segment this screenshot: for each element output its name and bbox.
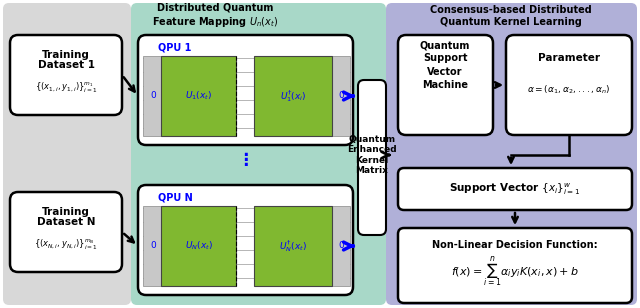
Text: $U_N^{\dagger}(x_t)$: $U_N^{\dagger}(x_t)$	[279, 238, 307, 254]
Text: $U_N(x_t)$: $U_N(x_t)$	[185, 240, 213, 252]
Text: $\{(x_{N,i}, y_{N,i})\}_{i=1}^{m_N}$: $\{(x_{N,i}, y_{N,i})\}_{i=1}^{m_N}$	[34, 238, 98, 252]
FancyBboxPatch shape	[138, 35, 353, 145]
Text: Quantum
Enhanced
Kernel
Matrix: Quantum Enhanced Kernel Matrix	[347, 135, 397, 175]
Text: Non-Linear Decision Function:: Non-Linear Decision Function:	[432, 240, 598, 250]
FancyBboxPatch shape	[398, 228, 632, 303]
Text: $\alpha = (\alpha_1, \alpha_2, ..., \alpha_n)$: $\alpha = (\alpha_1, \alpha_2, ..., \alp…	[527, 84, 611, 96]
Bar	[332, 56, 350, 136]
Text: Consensus-based Distributed
Quantum Kernel Learning: Consensus-based Distributed Quantum Kern…	[430, 5, 592, 27]
FancyBboxPatch shape	[138, 185, 353, 295]
Text: $U_1(x_t)$: $U_1(x_t)$	[186, 90, 212, 102]
Bar	[332, 206, 350, 286]
Text: 0: 0	[338, 241, 344, 250]
FancyBboxPatch shape	[506, 35, 632, 135]
Text: QPU 1: QPU 1	[158, 43, 191, 53]
Text: $\{(x_{1,i}, y_{1,i})\}_{i=1}^{m_1}$: $\{(x_{1,i}, y_{1,i})\}_{i=1}^{m_1}$	[35, 81, 97, 95]
Text: QPU N: QPU N	[158, 193, 193, 203]
Text: Support Vector $\{x_i\}_{i=1}^{w}$: Support Vector $\{x_i\}_{i=1}^{w}$	[449, 181, 580, 197]
FancyBboxPatch shape	[10, 35, 122, 115]
Bar	[143, 56, 161, 136]
Bar	[254, 206, 332, 286]
Bar	[161, 206, 236, 286]
Text: Parameter: Parameter	[538, 53, 600, 63]
Text: Quantum
Support
Vector
Machine: Quantum Support Vector Machine	[420, 40, 470, 90]
Text: ⋮: ⋮	[237, 151, 253, 169]
Text: Dataset N: Dataset N	[36, 217, 95, 227]
Bar	[254, 56, 332, 136]
FancyBboxPatch shape	[10, 192, 122, 272]
Text: 0: 0	[150, 91, 156, 100]
Text: Training: Training	[42, 207, 90, 217]
Text: Distributed Quantum
Feature Mapping $U_n(x_t)$: Distributed Quantum Feature Mapping $U_n…	[152, 3, 278, 29]
FancyBboxPatch shape	[131, 3, 386, 305]
Text: $U_1^{\dagger}(x_i)$: $U_1^{\dagger}(x_i)$	[280, 88, 306, 104]
FancyBboxPatch shape	[3, 3, 131, 305]
FancyBboxPatch shape	[398, 35, 493, 135]
Text: Dataset 1: Dataset 1	[38, 60, 95, 70]
FancyBboxPatch shape	[386, 3, 637, 305]
FancyBboxPatch shape	[398, 168, 632, 210]
Bar	[161, 56, 236, 136]
Bar	[143, 206, 161, 286]
Text: $f(x) = \sum_{i=1}^{n} \alpha_i y_i K(x_i, x) + b$: $f(x) = \sum_{i=1}^{n} \alpha_i y_i K(x_…	[451, 255, 579, 289]
Text: Training: Training	[42, 50, 90, 60]
FancyBboxPatch shape	[358, 80, 386, 235]
Text: 0: 0	[338, 91, 344, 100]
Text: 0: 0	[150, 241, 156, 250]
